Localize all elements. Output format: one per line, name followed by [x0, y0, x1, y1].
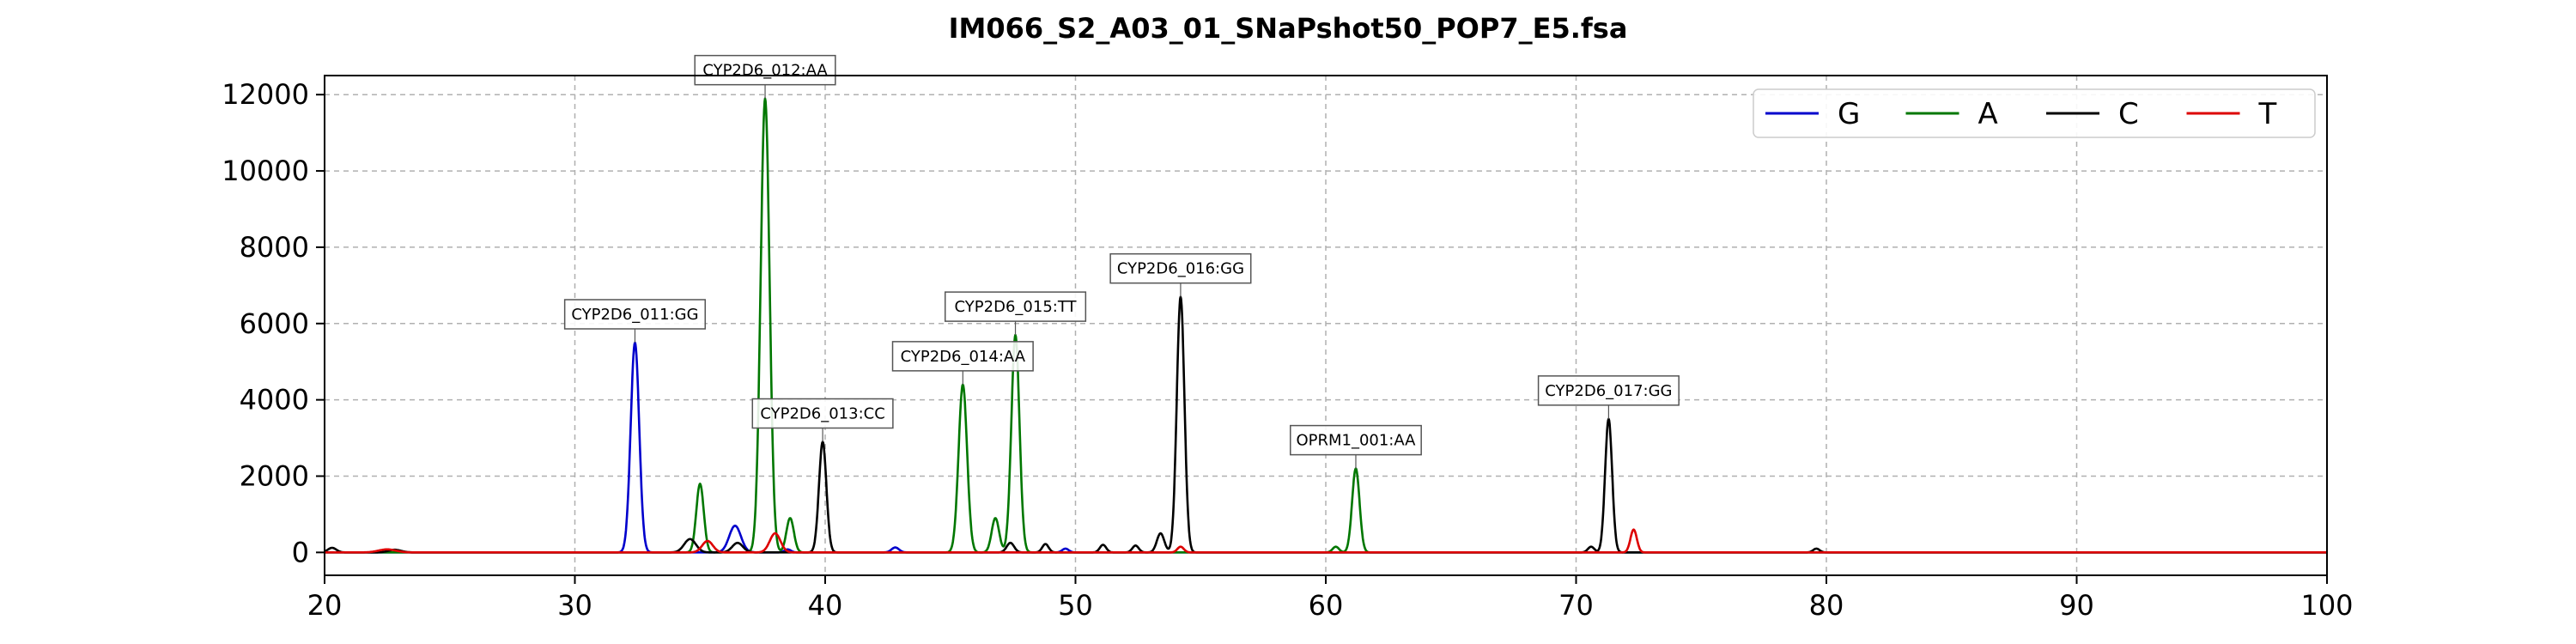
x-tick-label: 40 [808, 589, 843, 622]
annotation-label: CYP2D6_014:AA [901, 348, 1026, 366]
chart-title: IM066_S2_A03_01_SNaPshot50_POP7_E5.fsa [949, 12, 1628, 45]
y-tick-label: 6000 [240, 307, 309, 340]
x-tick-label: 100 [2300, 589, 2353, 622]
annotation-label: CYP2D6_017:GG [1545, 382, 1672, 400]
peak-annotation: CYP2D6_016:GG [1109, 252, 1252, 297]
annotation-label: CYP2D6_011:GG [571, 306, 698, 324]
peak-annotation: CYP2D6_013:CC [751, 398, 894, 442]
annotation-box [891, 341, 1034, 372]
y-tick-label: 4000 [240, 384, 309, 416]
peak-annotation: CYP2D6_011:GG [563, 299, 707, 343]
annotation-box [944, 291, 1087, 322]
y-tick-label: 8000 [240, 231, 309, 264]
annotation-label: CYP2D6_015:TT [955, 298, 1078, 316]
x-tick-label: 70 [1558, 589, 1594, 622]
annotation-box [1537, 375, 1680, 406]
peak-annotation: CYP2D6_017:GG [1537, 375, 1680, 419]
annotation-box [694, 54, 836, 86]
annotation-label: CYP2D6_013:CC [760, 405, 884, 423]
series-lines [324, 97, 2328, 554]
legend-box [1753, 88, 2316, 138]
annotation-box [1290, 424, 1422, 456]
peak-annotation: OPRM1_001:AA [1290, 424, 1422, 469]
peak-annotation: CYP2D6_015:TT [944, 291, 1087, 336]
peak-annotation: CYP2D6_014:AA [891, 341, 1034, 385]
x-tick-label: 80 [1809, 589, 1844, 622]
y-tick-label: 12000 [222, 78, 309, 111]
legend-label-g: G [1838, 97, 1860, 131]
annotation-box [751, 398, 894, 429]
legend-label-c: C [2118, 97, 2139, 131]
annotation-box [563, 299, 707, 330]
y-tick-label: 2000 [240, 459, 309, 492]
peak-annotation: CYP2D6_012:AA [694, 54, 836, 99]
axes: 20 30 40 50 60 70 80 90 100 0 2000 4000 6000 8000 1000… [222, 78, 2353, 622]
x-tick-label: 50 [1058, 589, 1093, 622]
x-tick-label: 60 [1309, 589, 1344, 622]
legend-label-a: A [1978, 97, 1998, 131]
peak-annotations: CYP2D6_011:GG CYP2D6_012:AA CYP2D6_013:CC C… [563, 54, 1680, 469]
y-tick-label: 0 [292, 536, 309, 568]
y-tick-label: 10000 [222, 155, 309, 187]
x-tick-label: 90 [2059, 589, 2094, 622]
annotation-label: CYP2D6_016:GG [1117, 260, 1244, 278]
annotation-label: OPRM1_001:AA [1296, 432, 1416, 450]
annotation-label: CYP2D6_012:AA [702, 62, 828, 80]
x-tick-label: 20 [307, 589, 343, 622]
series-line-t [324, 528, 2328, 554]
legend-label-t: T [2258, 97, 2277, 131]
x-tick-label: 30 [557, 589, 592, 622]
annotation-box [1109, 252, 1252, 284]
